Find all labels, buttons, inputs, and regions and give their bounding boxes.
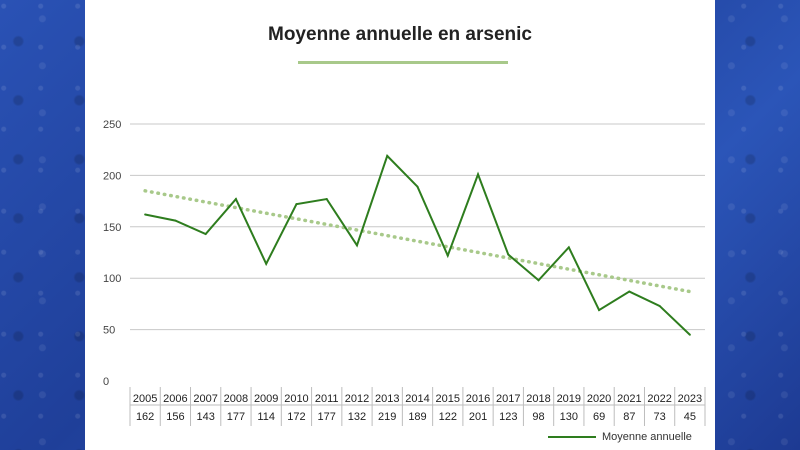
x-tick-label: 2006 <box>163 393 187 405</box>
data-point <box>386 154 389 157</box>
x-tick-label: 2020 <box>587 393 611 405</box>
data-point <box>658 304 661 307</box>
data-point <box>567 246 570 249</box>
x-tick-label: 2016 <box>466 393 490 405</box>
table-value: 114 <box>257 411 275 423</box>
data-point <box>355 244 358 247</box>
y-tick-label: 0 <box>103 376 109 388</box>
x-tick-label: 2019 <box>557 393 581 405</box>
data-point <box>204 232 207 235</box>
table-value: 122 <box>439 411 457 423</box>
data-point <box>477 173 480 176</box>
chart-panel: Moyenne annuelle en arsenic 0 50 100 150 200… <box>85 0 715 450</box>
series-line <box>144 154 691 336</box>
table-value: 130 <box>560 411 578 423</box>
data-point <box>446 254 449 257</box>
table-value: 123 <box>499 411 517 423</box>
table-value: 162 <box>136 411 154 423</box>
data-point <box>234 198 237 201</box>
x-tick-label: 2007 <box>193 393 217 405</box>
x-tick-label: 2023 <box>678 393 702 405</box>
legend-label: Moyenne annuelle <box>602 431 692 443</box>
x-tick-label: 2021 <box>617 393 641 405</box>
data-point <box>265 262 268 265</box>
table-value: 177 <box>318 411 336 423</box>
y-tick-label: 250 <box>103 119 121 131</box>
data-point <box>507 253 510 256</box>
line-chart: 0 50 100 150 200 250 2005 2006 2007 2008 2009 2010 2… <box>103 119 706 426</box>
y-tick-label: 100 <box>103 273 121 285</box>
table-value: 156 <box>166 411 184 423</box>
table-value: 132 <box>348 411 366 423</box>
data-point <box>628 290 631 293</box>
data-point <box>598 309 601 312</box>
y-tick-label: 150 <box>103 222 121 234</box>
table-value: 143 <box>196 411 214 423</box>
x-tick-label: 2008 <box>224 393 248 405</box>
y-tick-label: 200 <box>103 170 121 182</box>
x-tick-label: 2022 <box>647 393 671 405</box>
x-tick-label: 2014 <box>405 393 429 405</box>
x-tick-label: 2010 <box>284 393 308 405</box>
table-value: 87 <box>623 411 635 423</box>
x-tick-label: 2009 <box>254 393 278 405</box>
x-tick-label: 2017 <box>496 393 520 405</box>
x-tick-label: 2018 <box>526 393 550 405</box>
table-value: 177 <box>227 411 245 423</box>
y-tick-label: 50 <box>103 325 115 337</box>
table-value: 73 <box>653 411 665 423</box>
chart-title: Moyenne annuelle en arsenic <box>268 24 532 45</box>
data-point <box>537 279 540 282</box>
title-underline <box>298 61 508 64</box>
table-value: 98 <box>532 411 544 423</box>
table-value: 201 <box>469 411 487 423</box>
x-tick-label: 2011 <box>315 393 339 405</box>
legend: Moyenne annuelle <box>548 431 692 443</box>
data-point <box>325 198 328 201</box>
table-value: 69 <box>593 411 605 423</box>
x-tick-label: 2015 <box>436 393 460 405</box>
data-point <box>144 213 147 216</box>
x-tick-label: 2013 <box>375 393 399 405</box>
data-point <box>688 333 691 336</box>
table-value: 172 <box>287 411 305 423</box>
table-value: 45 <box>684 411 696 423</box>
x-tick-label: 2012 <box>345 393 369 405</box>
data-point <box>295 203 298 206</box>
trendline <box>143 189 692 294</box>
legend-swatch <box>548 436 596 438</box>
table-value: 189 <box>408 411 426 423</box>
table-value: 219 <box>378 411 396 423</box>
data-point <box>174 219 177 222</box>
x-tick-label: 2005 <box>133 393 157 405</box>
data-point <box>416 185 419 188</box>
